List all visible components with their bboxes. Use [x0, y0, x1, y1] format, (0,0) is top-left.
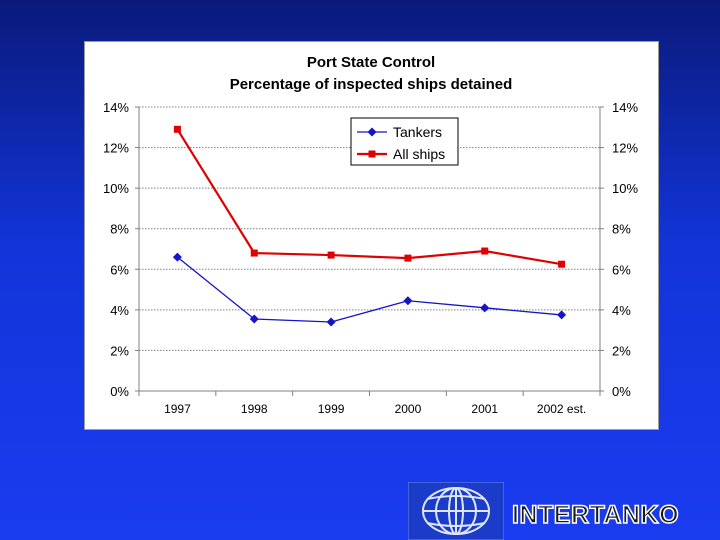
line-chart: Port State Control Percentage of inspect…	[103, 54, 638, 416]
x-tick-label: 2002 est.	[537, 402, 586, 416]
data-point-all-ships	[173, 125, 181, 133]
x-tick-label: 2000	[395, 402, 422, 416]
series-line-tankers	[177, 256, 562, 323]
data-point-all-ships	[558, 260, 566, 268]
x-tick-label: 1999	[318, 402, 345, 416]
data-point-tankers	[403, 296, 413, 306]
legend-marker	[367, 127, 377, 137]
x-tick-label: 1998	[241, 402, 268, 416]
data-point-tankers	[326, 317, 336, 327]
chart-legend: Tankers All ships	[350, 117, 459, 166]
chart-title: Port State Control	[307, 54, 435, 71]
y-tick-label-right: 6%	[612, 262, 631, 277]
legend-label: All ships	[393, 146, 445, 162]
x-tick-label: 2001	[471, 402, 498, 416]
y-tick-label-left: 0%	[110, 384, 129, 399]
y-tick-label-left: 2%	[110, 343, 129, 358]
data-point-tankers	[557, 310, 567, 320]
chart-panel: Port State Control Percentage of inspect…	[84, 41, 659, 430]
legend-label: Tankers	[393, 124, 442, 140]
y-tick-label-left: 6%	[110, 262, 129, 277]
intertanko-logo-text: INTERTANKO	[511, 500, 680, 530]
y-tick-label-left: 14%	[103, 100, 129, 115]
chart-subtitle: Percentage of inspected ships detained	[230, 76, 513, 93]
y-tick-label-left: 12%	[103, 141, 129, 156]
data-point-all-ships	[404, 254, 412, 262]
y-tick-label-right: 8%	[612, 222, 631, 237]
y-tick-label-right: 2%	[612, 343, 631, 358]
data-point-all-ships	[481, 247, 489, 255]
x-tick-label: 1997	[164, 402, 191, 416]
y-tick-label-right: 0%	[612, 384, 631, 399]
legend-marker	[368, 150, 376, 158]
y-tick-label-left: 4%	[110, 303, 129, 318]
data-point-all-ships	[327, 251, 335, 259]
globe-logo-icon	[408, 482, 504, 540]
data-point-tankers	[249, 314, 259, 324]
data-point-all-ships	[250, 249, 258, 257]
y-tick-label-left: 8%	[110, 222, 129, 237]
y-tick-label-left: 10%	[103, 181, 129, 196]
data-point-tankers	[172, 252, 182, 262]
series-line-all-ships	[176, 128, 562, 266]
data-point-tankers	[480, 303, 490, 313]
y-tick-label-right: 4%	[612, 303, 631, 318]
y-tick-label-right: 12%	[612, 141, 638, 156]
y-tick-label-right: 14%	[612, 100, 638, 115]
y-tick-label-right: 10%	[612, 181, 638, 196]
